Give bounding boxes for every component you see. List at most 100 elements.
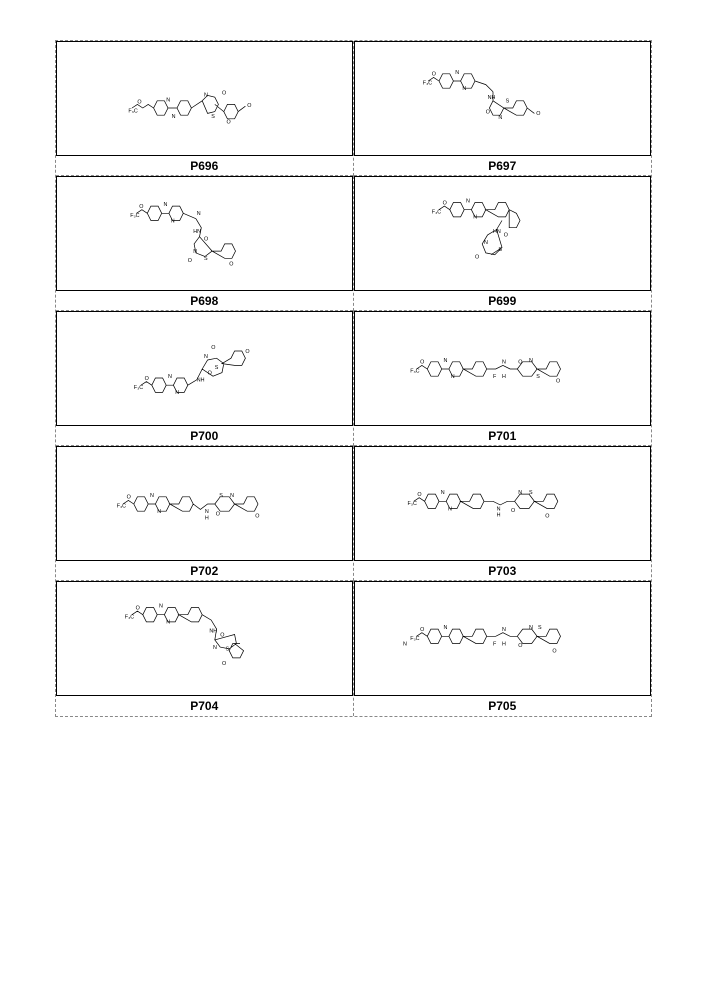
cell-P700: F₃C O N N NH O N S O O — [56, 311, 354, 446]
svg-text:O: O — [220, 632, 224, 638]
svg-text:N: N — [529, 625, 533, 631]
svg-text:N: N — [159, 603, 163, 609]
svg-text:N: N — [150, 492, 154, 498]
compound-label: P704 — [56, 696, 353, 716]
cell-P703: F₃C O N N N H O N S O — [354, 446, 652, 581]
svg-text:N: N — [451, 374, 455, 380]
structure-image-box: F₃C O N N N HN O N S O O — [56, 176, 353, 291]
chemical-structure-icon: F₃C O N N NH O N S O — [114, 598, 294, 679]
svg-text:O: O — [139, 203, 143, 209]
svg-text:F₃C: F₃C — [130, 212, 139, 218]
chemical-structure-icon: F₃C O N N F N H O N S O — [403, 616, 601, 661]
chemical-structure-icon: F₃C O N N N H O S N O — [110, 481, 299, 526]
svg-text:NH: NH — [488, 95, 496, 101]
table-row: F₃C O N N N HN O N S O O — [56, 176, 651, 311]
svg-text:O: O — [536, 111, 540, 117]
svg-text:S: S — [538, 625, 542, 631]
svg-text:O: O — [443, 200, 447, 206]
svg-text:N: N — [484, 239, 488, 245]
svg-text:N: N — [205, 509, 209, 515]
svg-text:H: H — [502, 641, 506, 647]
svg-text:O: O — [553, 648, 557, 654]
compound-label: P701 — [354, 426, 652, 446]
cell-P696: F₃C O N N N S O O O — [56, 41, 354, 176]
svg-text:H: H — [205, 515, 209, 521]
compound-grid: F₃C O N N N S O O O — [55, 40, 652, 717]
compound-label: P703 — [354, 561, 652, 581]
svg-text:O: O — [188, 257, 192, 263]
svg-text:N: N — [175, 390, 179, 396]
svg-text:N: N — [444, 357, 448, 363]
svg-text:N: N — [497, 506, 501, 512]
svg-text:S: S — [529, 490, 533, 496]
structure-image-box: F₃C O N N N S O O O — [56, 41, 353, 156]
svg-text:O: O — [518, 359, 522, 365]
svg-text:F₃C: F₃C — [129, 108, 138, 114]
chemical-structure-icon: F₃C O N N N H O N S O — [403, 481, 601, 526]
chemical-structure-icon: F₃C O N N N S O O O — [114, 67, 294, 130]
svg-text:O: O — [486, 109, 490, 115]
cell-P704: F₃C O N N NH O N S O — [56, 581, 354, 716]
compound-label: P700 — [56, 426, 353, 446]
svg-text:O: O — [127, 494, 131, 500]
svg-text:N: N — [204, 92, 208, 98]
svg-text:N: N — [529, 357, 533, 363]
svg-text:NH: NH — [197, 377, 205, 383]
svg-text:N: N — [441, 490, 445, 496]
svg-text:O: O — [204, 236, 208, 242]
structure-image-box: F₃C O N N F N H O N S O — [354, 311, 652, 426]
table-row: F₃C O N N N H O S N O — [56, 446, 651, 581]
svg-text:N: N — [518, 490, 522, 496]
svg-text:O: O — [211, 345, 215, 351]
structure-image-box: F₃C O N N NH O N S O — [354, 41, 652, 156]
svg-text:H: H — [502, 374, 506, 380]
svg-text:N: N — [444, 625, 448, 631]
page: F₃C O N N N S O O O — [0, 0, 707, 1000]
structure-image-box: F₃C O N N F N H O N S O — [354, 581, 652, 696]
chemical-structure-icon: F₃C O N N NH O N S O — [412, 63, 592, 135]
cell-P697: F₃C O N N NH O N S O — [354, 41, 652, 176]
svg-text:F: F — [493, 641, 497, 647]
cell-P699: F₃C O N N HN O N S O — [354, 176, 652, 311]
table-row: F₃C O N N NH O N S O — [56, 581, 651, 716]
svg-text:O: O — [246, 348, 250, 354]
cell-P702: F₃C O N N N H O S N O — [56, 446, 354, 581]
svg-text:N: N — [193, 248, 197, 254]
svg-text:F: F — [493, 374, 497, 380]
svg-text:N: N — [168, 374, 172, 380]
svg-text:O: O — [138, 99, 142, 105]
svg-text:O: O — [136, 605, 140, 611]
structure-image-box: F₃C O N N N H O S N O — [56, 446, 353, 561]
svg-text:N: N — [448, 506, 452, 512]
svg-text:F₃C: F₃C — [410, 635, 419, 641]
svg-text:HN: HN — [193, 229, 201, 235]
svg-text:N: N — [466, 198, 470, 204]
svg-text:N: N — [473, 214, 477, 220]
svg-text:F₃C: F₃C — [408, 500, 417, 506]
svg-text:NH: NH — [210, 628, 218, 634]
svg-text:O: O — [145, 375, 149, 381]
compound-label: P698 — [56, 291, 353, 311]
svg-text:O: O — [229, 261, 233, 267]
svg-text:N: N — [213, 644, 217, 650]
compound-label: P705 — [354, 696, 652, 716]
svg-text:O: O — [216, 511, 220, 517]
svg-text:O: O — [432, 71, 436, 77]
cell-P701: F₃C O N N F N H O N S O — [354, 311, 652, 446]
svg-text:O: O — [247, 103, 251, 109]
svg-text:O: O — [475, 254, 479, 260]
cell-P698: F₃C O N N N HN O N S O O — [56, 176, 354, 311]
svg-text:S: S — [204, 256, 208, 262]
svg-text:O: O — [222, 90, 226, 96]
compound-label: P699 — [354, 291, 652, 311]
svg-text:N: N — [166, 97, 170, 103]
svg-text:O: O — [556, 378, 560, 384]
svg-text:N: N — [230, 492, 234, 498]
compound-label: P702 — [56, 561, 353, 581]
svg-text:H: H — [497, 512, 501, 518]
table-row: F₃C O N N N S O O O — [56, 41, 651, 176]
compound-label: P697 — [354, 156, 652, 176]
svg-text:N: N — [403, 641, 407, 647]
structure-image-box: F₃C O N N N H O N S O — [354, 446, 652, 561]
svg-text:F₃C: F₃C — [410, 368, 419, 374]
